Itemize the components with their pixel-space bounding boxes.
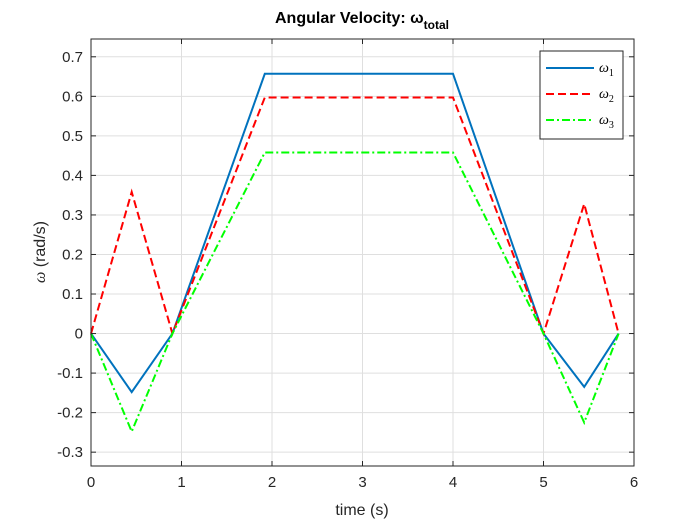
x-tick-label: 1	[177, 474, 185, 491]
title-main: Angular Velocity: ω	[275, 10, 424, 27]
x-tick-label: 5	[539, 474, 547, 491]
y-axis-label: ω (rad/s)	[32, 221, 49, 283]
y-tick-label: 0.5	[62, 128, 83, 145]
y-tick-label: 0	[75, 326, 83, 343]
x-axis-label: time (s)	[335, 502, 388, 519]
y-tick-label: -0.2	[57, 405, 83, 422]
y-tick-label: 0.2	[62, 246, 83, 263]
y-tick-labels: -0.3 -0.2 -0.1 0 0.1 0.2 0.3 0.4 0.5 0.6 0.7	[57, 49, 83, 461]
legend-label-omega-2: ω2	[599, 87, 614, 105]
series-line-omega-3	[90, 151, 620, 435]
chart-title: Angular Velocity: ωtotal	[275, 10, 449, 32]
title-subscript: total	[424, 18, 449, 32]
series-line-omega-1	[90, 72, 620, 394]
legend-label-omega-3: ω3	[599, 113, 614, 131]
x-tick-label: 4	[449, 474, 457, 491]
y-tick-label: 0.1	[62, 286, 83, 303]
y-tick-label: 0.6	[62, 88, 83, 105]
legend: ω1 ω2 ω3	[539, 50, 624, 140]
x-tick-label: 2	[268, 474, 276, 491]
y-axis-label-symbol: ω	[32, 272, 49, 283]
y-axis-label-text: (rad/s)	[32, 221, 49, 272]
x-tick-label: 6	[630, 474, 638, 491]
y-tick-label: 0.4	[62, 167, 83, 184]
y-tick-label: -0.3	[57, 444, 83, 461]
x-tick-label: 3	[358, 474, 366, 491]
y-tick-label: 0.3	[62, 207, 83, 224]
legend-label-omega-1: ω1	[599, 61, 614, 79]
x-tick-label: 0	[87, 474, 95, 491]
legend-entries: ω1 ω2 ω3	[546, 61, 614, 131]
x-tick-labels: 0 1 2 3 4 5 6	[87, 474, 638, 491]
tick-marks	[90, 39, 635, 466]
series-line-omega-2	[90, 96, 620, 337]
y-tick-label: 0.7	[62, 49, 83, 66]
y-tick-label: -0.1	[57, 365, 83, 382]
series-lines	[90, 72, 620, 435]
